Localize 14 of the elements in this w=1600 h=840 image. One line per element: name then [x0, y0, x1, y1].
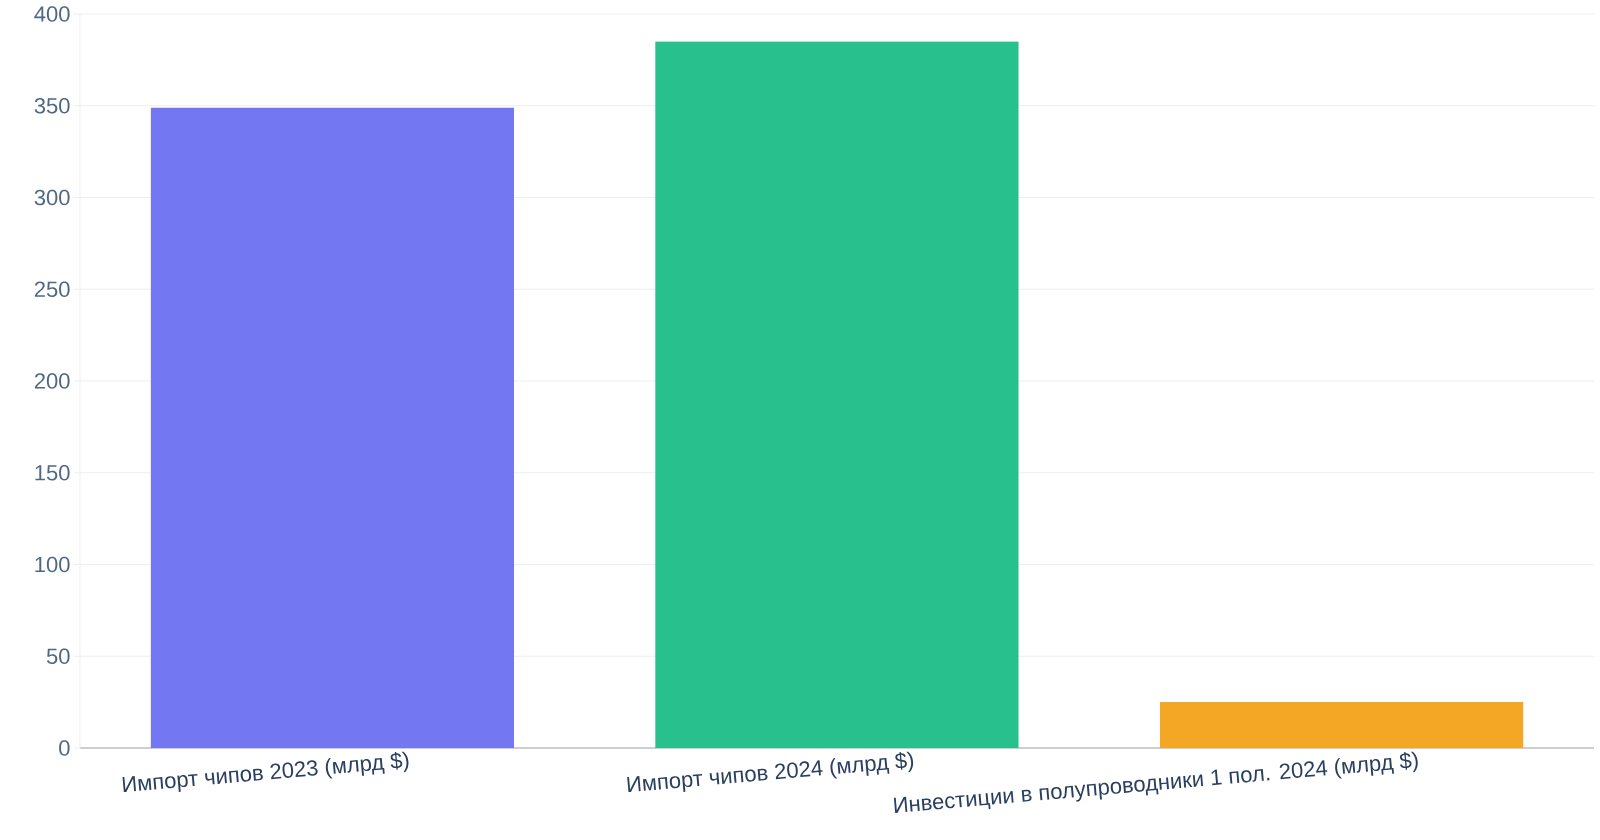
y-tick-label: 350: [34, 97, 70, 114]
y-tick-label: 250: [34, 281, 70, 298]
x-tick-label: Импорт чипов 2024 (млрд $): [627, 751, 914, 793]
y-tick-label: 0: [59, 740, 70, 756]
y-tick-label: 200: [34, 373, 70, 389]
bar: [655, 41, 1019, 748]
y-tick-label: 400: [34, 6, 70, 22]
y-tick-label: 50: [46, 648, 70, 665]
y-tick-label: 100: [35, 556, 70, 573]
bar: [150, 107, 515, 748]
y-tick-label: 150: [35, 464, 70, 481]
bar: [1159, 702, 1524, 748]
x-tick-label: Импорт чипов 2023 (млрд $): [122, 751, 409, 793]
y-tick-label: 300: [34, 189, 70, 206]
